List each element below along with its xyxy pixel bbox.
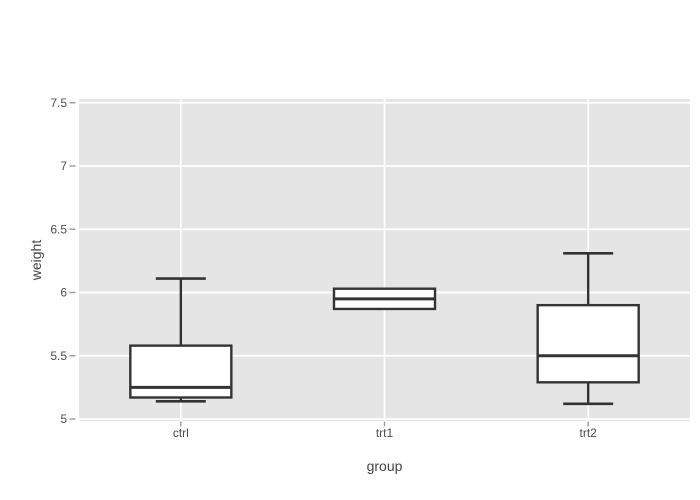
y-tick-label: 6.5 [50,222,67,236]
y-tick-label: 7 [60,159,67,173]
y-tick-label: 6 [60,286,67,300]
box-group-trt2[interactable] [536,251,640,406]
box-rect[interactable] [129,344,233,399]
y-tick-label: 5 [60,412,67,426]
x-axis-title: group [367,458,403,474]
x-tick-label-ctrl: ctrl [173,426,189,440]
y-tick-label: 7.5 [50,96,67,110]
box-rect[interactable] [536,303,640,384]
box-group-ctrl[interactable] [129,277,233,403]
y-tick-label: 5.5 [50,349,67,363]
x-tick-label-trt1: trt1 [376,426,394,440]
x-tick-label-trt2: trt2 [579,426,597,440]
box-group-trt1[interactable] [332,287,437,311]
y-axis-title: weight [28,240,44,282]
